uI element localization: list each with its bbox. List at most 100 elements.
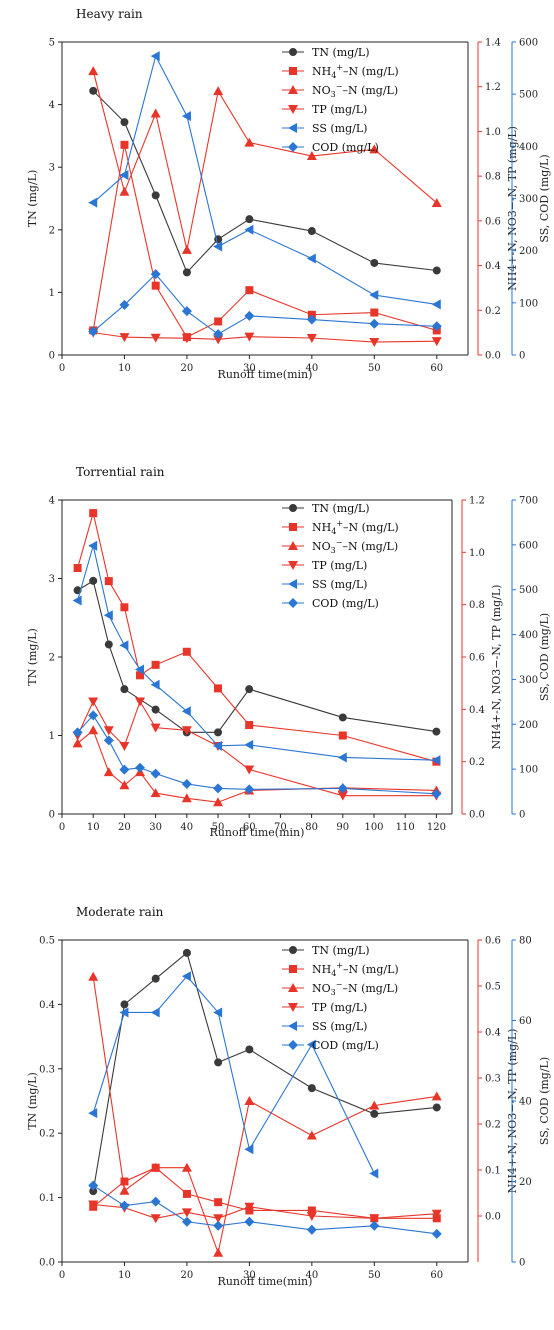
data-point: [104, 640, 113, 649]
data-point: [182, 948, 191, 957]
mid-axis-tick-label: 0.6: [469, 653, 485, 664]
legend-label: NH4+–N (mg/L): [312, 519, 399, 536]
mid-axis-tick-label: 0.4: [469, 705, 485, 716]
data-point: [244, 1202, 255, 1212]
data-point: [150, 723, 161, 733]
x-tick-label: 50: [212, 822, 225, 833]
data-point: [119, 299, 130, 310]
right-axis-tick-label: 0: [519, 1258, 525, 1269]
data-point: [181, 1216, 192, 1227]
data-point: [338, 713, 347, 722]
data-point: [151, 705, 160, 714]
legend-label: NH4+–N (mg/L): [312, 961, 399, 978]
data-point: [431, 755, 441, 766]
data-point: [244, 224, 254, 235]
data-point: [150, 1196, 161, 1207]
data-point: [337, 752, 347, 763]
data-point: [369, 144, 380, 154]
series-line: [93, 332, 437, 343]
right-axis-tick-label: 20: [519, 1177, 532, 1188]
x-tick-label: 100: [364, 822, 383, 833]
series-line: [77, 579, 437, 733]
legend-label: NO3−–N (mg/L): [312, 980, 398, 997]
data-point: [103, 610, 113, 621]
y-left-tick-label: 2: [49, 653, 55, 664]
legend-label: TN (mg/L): [312, 944, 370, 957]
data-point: [213, 86, 224, 96]
right-axis-tick-label: 200: [519, 246, 538, 257]
data-point: [181, 971, 191, 982]
y-left-tick-label: 0.3: [39, 1064, 55, 1075]
legend-label: NO3−–N (mg/L): [312, 538, 398, 555]
data-point: [88, 326, 99, 337]
right-axis-tick-label: 80: [519, 936, 532, 947]
data-point: [119, 333, 130, 343]
data-point: [120, 140, 129, 149]
data-point: [214, 728, 222, 737]
y-left-tick-label: 0.4: [39, 1000, 55, 1011]
data-point: [88, 697, 99, 707]
data-point: [214, 317, 223, 326]
mid-axis-tick-label: 0.2: [485, 1120, 501, 1131]
data-point: [89, 509, 98, 518]
series-cod: [72, 710, 442, 799]
data-point: [88, 1180, 99, 1191]
data-point: [88, 971, 99, 981]
data-point: [120, 603, 129, 612]
data-point: [119, 764, 130, 775]
x-axis-label: Runoff time(min): [210, 826, 305, 839]
x-tick-label: 10: [87, 822, 100, 833]
right-axis-tick-label: 100: [519, 298, 538, 309]
mid-axis-tick-label: 1.2: [469, 496, 485, 507]
data-point: [289, 67, 297, 75]
data-point: [103, 735, 114, 746]
x-tick-label: 80: [305, 822, 318, 833]
x-tick-label: 110: [396, 822, 415, 833]
data-point: [151, 281, 160, 290]
right-axis-tick-label: 60: [519, 1016, 532, 1027]
right-axis-tick-label: 0: [519, 810, 525, 821]
series-tp: [72, 697, 442, 801]
x-tick-label: 60: [430, 363, 443, 374]
data-point: [150, 108, 161, 118]
y-left-tick-label: 0.2: [39, 1129, 55, 1140]
data-point: [288, 598, 298, 608]
mid-axis-tick-label: 0.1: [485, 1166, 501, 1177]
data-point: [88, 1200, 99, 1210]
data-point: [135, 762, 145, 773]
right-axis-tick-label: 300: [519, 675, 538, 686]
mid-axis-tick-label: 0.6: [485, 216, 501, 227]
y-left-axis-label: TN (mg/L): [26, 170, 39, 228]
data-point: [306, 314, 317, 325]
x-tick-label: 0: [59, 363, 65, 374]
data-point: [370, 258, 379, 267]
x-tick-label: 50: [368, 363, 381, 374]
data-point: [181, 793, 192, 803]
legend-label: TN (mg/L): [312, 502, 370, 515]
data-point: [244, 1096, 255, 1105]
right-axis-tick-label: 40: [519, 1097, 532, 1108]
mid-axis-tick-label: 0.4: [485, 261, 501, 272]
x-tick-label: 60: [243, 822, 256, 833]
data-point: [370, 1109, 379, 1118]
data-point: [136, 671, 144, 680]
data-point: [150, 51, 160, 62]
data-point: [151, 974, 160, 983]
mid-axis-tick-label: 0.0: [485, 1212, 501, 1223]
data-point: [214, 1198, 223, 1207]
x-axis-label: Runoff time(min): [218, 1275, 313, 1288]
data-point: [288, 561, 298, 570]
mid-axis-tick-label: 0.8: [469, 600, 485, 611]
data-point: [306, 1130, 317, 1140]
y-left-tick-label: 5: [49, 38, 55, 49]
x-tick-label: 20: [181, 1270, 194, 1281]
data-point: [307, 1084, 316, 1093]
y-left-tick-label: 1: [49, 288, 55, 299]
data-point: [244, 332, 255, 342]
data-point: [213, 783, 223, 794]
data-point: [213, 1214, 224, 1224]
legend-label: NO3−–N (mg/L): [312, 82, 398, 99]
data-point: [288, 123, 297, 133]
y-left-tick-label: 4: [49, 496, 55, 507]
